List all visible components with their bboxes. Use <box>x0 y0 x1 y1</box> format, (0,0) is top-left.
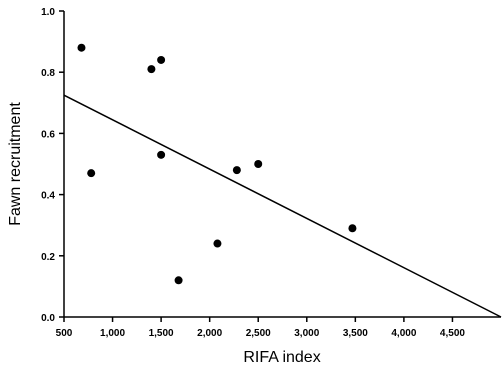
y-axis-ticks: 0.0 0.2 0.4 0.6 0.8 1.0 <box>41 7 64 324</box>
x-tick-label: 1,000 <box>100 328 125 339</box>
x-tick-label: 3,500 <box>343 328 368 339</box>
data-point <box>147 65 156 74</box>
x-tick-label: 3,000 <box>294 328 319 339</box>
x-tick-label: 1,500 <box>149 328 174 339</box>
data-point <box>254 160 263 168</box>
x-tick-label: 4,000 <box>391 328 416 339</box>
x-tick-label: 4,500 <box>440 328 465 339</box>
data-point <box>174 276 183 285</box>
data-point <box>232 166 241 175</box>
data-point <box>87 169 96 178</box>
regression-line <box>63 94 502 318</box>
y-tick-label: 0.2 <box>41 252 55 263</box>
x-axis-title: RIFA index <box>243 349 320 366</box>
x-tick-label: 2,500 <box>246 328 271 339</box>
y-tick-label: 0.8 <box>41 68 55 79</box>
y-tick-label: 1.0 <box>41 7 55 18</box>
data-point <box>157 150 166 159</box>
data-point <box>348 224 357 233</box>
y-tick-label: 0.4 <box>41 191 55 202</box>
x-axis-ticks: 500 1,000 1,500 2,000 2,500 3,000 3,500 4,000 4,… <box>56 317 465 339</box>
data-point <box>157 55 166 64</box>
data-points <box>77 43 357 285</box>
x-tick-label: 500 <box>56 328 73 339</box>
x-tick-label: 2,000 <box>197 328 222 339</box>
y-tick-label: 0.0 <box>41 313 55 324</box>
y-tick-label: 0.6 <box>41 129 55 140</box>
data-point <box>77 43 86 52</box>
data-point <box>213 239 222 248</box>
y-axis-title: Fawn recruitment <box>7 102 24 226</box>
